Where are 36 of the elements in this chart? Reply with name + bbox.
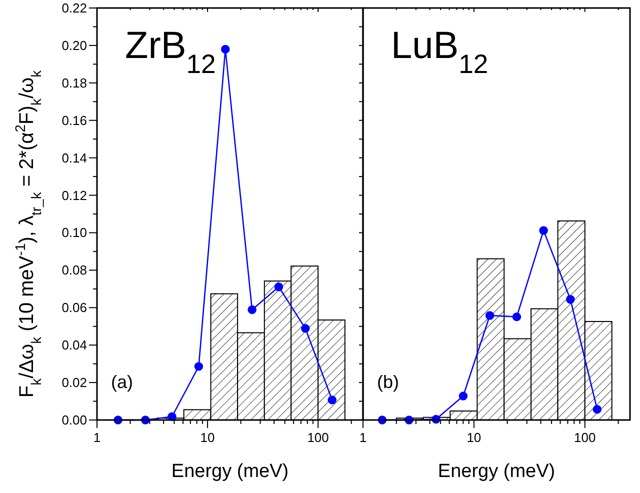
point: [328, 396, 336, 404]
x-axis-title: Energy (meV): [438, 461, 556, 482]
y-tick-label: 0.08: [62, 262, 87, 278]
y-tick-label: 0.02: [62, 375, 87, 390]
y-tick-label: 0.22: [62, 0, 87, 16]
y-tick-label: 0.04: [62, 338, 87, 353]
annotation: (a): [111, 372, 133, 392]
y-tick-label: 0.20: [62, 38, 87, 53]
point: [539, 226, 548, 235]
point: [194, 362, 204, 371]
y-tick-label: 0.12: [62, 188, 87, 203]
point: [248, 305, 256, 314]
x-tick-label: 100: [574, 430, 596, 445]
y-tick-label: 0.18: [62, 75, 87, 90]
y-tick-label: 0.10: [62, 225, 87, 240]
x-tick-label: 1: [93, 430, 101, 445]
x-tick-label: 100: [307, 430, 329, 445]
x-tick-label: 10: [200, 430, 215, 445]
annotation: LuB$_{12}$: [391, 25, 488, 79]
y-tick-label: 0.16: [62, 112, 87, 128]
point: [485, 311, 494, 320]
y-tick-label: 0.06: [62, 300, 87, 316]
x-tick-label: 10: [466, 430, 482, 445]
point: [458, 392, 468, 400]
x-axis-title: Energy (meV): [171, 461, 289, 482]
point: [592, 404, 602, 414]
point: [301, 324, 310, 333]
x-tick-label: 1: [359, 430, 367, 445]
point: [512, 312, 522, 322]
annotation: ZrB$_{12}$: [125, 25, 216, 79]
point: [274, 282, 284, 292]
point: [566, 295, 575, 304]
y-tick-label: 0.00: [62, 412, 87, 428]
annotation: (b): [377, 372, 399, 392]
y-tick-label: 0.14: [62, 150, 87, 166]
point: [221, 44, 230, 54]
